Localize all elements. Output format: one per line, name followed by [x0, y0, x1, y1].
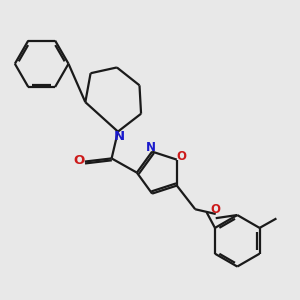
Text: N: N [146, 141, 156, 154]
Text: O: O [211, 203, 221, 216]
Text: N: N [113, 130, 124, 143]
Text: O: O [176, 150, 186, 163]
Text: O: O [74, 154, 85, 167]
